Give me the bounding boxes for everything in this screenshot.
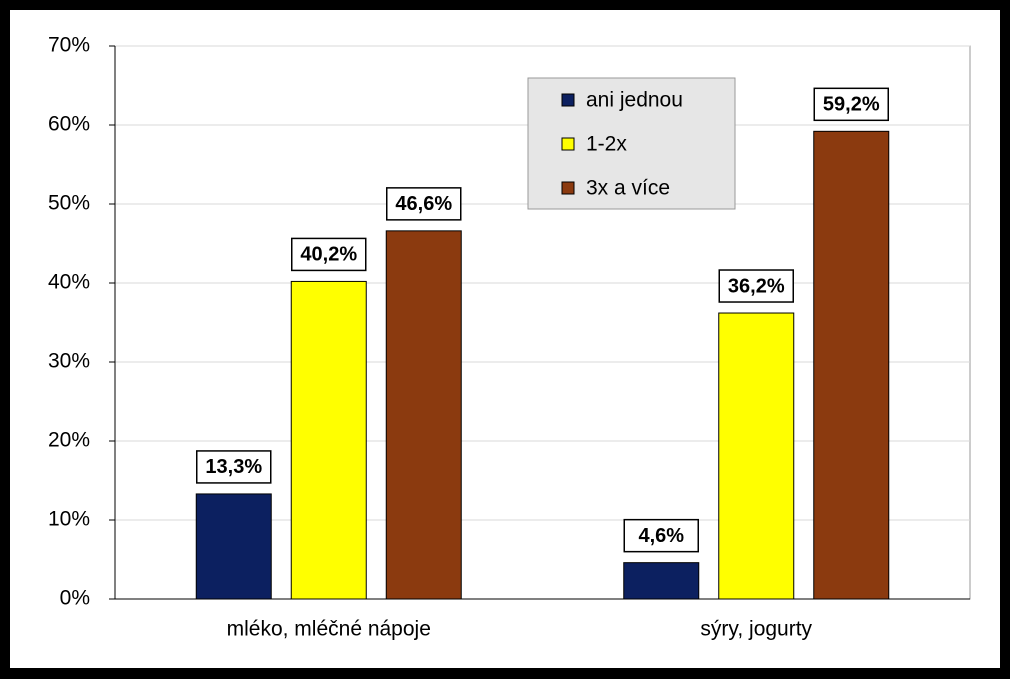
y-tick-label: 40% bbox=[48, 271, 90, 294]
value-label: 4,6% bbox=[638, 525, 684, 547]
value-label-box bbox=[813, 87, 889, 122]
legend-swatch bbox=[561, 93, 575, 107]
legend-label: 3x a více bbox=[586, 177, 670, 200]
y-tick-label: 60% bbox=[48, 113, 90, 136]
value-label-box bbox=[196, 450, 272, 484]
bar bbox=[718, 312, 795, 600]
bar bbox=[290, 280, 367, 600]
legend-swatch bbox=[561, 181, 575, 195]
legend-swatch bbox=[561, 137, 575, 151]
bar bbox=[813, 130, 890, 600]
value-label: 13,3% bbox=[205, 456, 262, 478]
x-tick-label: sýry, jogurty bbox=[700, 618, 812, 641]
value-label: 46,6% bbox=[395, 193, 452, 215]
y-tick-label: 50% bbox=[48, 192, 90, 215]
bar bbox=[623, 562, 700, 600]
y-tick-label: 70% bbox=[48, 34, 90, 57]
value-label: 59,2% bbox=[823, 94, 880, 116]
value-label-box bbox=[386, 187, 462, 221]
bar bbox=[195, 493, 272, 600]
y-tick-label: 20% bbox=[48, 429, 90, 452]
y-tick-label: 0% bbox=[60, 587, 90, 610]
legend-label: 1-2x bbox=[586, 133, 627, 156]
bar bbox=[385, 230, 462, 600]
y-tick-label: 30% bbox=[48, 350, 90, 373]
value-label-box bbox=[291, 237, 367, 272]
value-label-box bbox=[623, 518, 699, 553]
x-tick-label: mléko, mléčné nápoje bbox=[227, 618, 431, 641]
value-label: 40,2% bbox=[300, 244, 357, 266]
value-label: 36,2% bbox=[728, 275, 785, 297]
value-label-box bbox=[718, 269, 794, 303]
legend-label: ani jednou bbox=[586, 89, 683, 112]
y-tick-label: 10% bbox=[48, 508, 90, 531]
